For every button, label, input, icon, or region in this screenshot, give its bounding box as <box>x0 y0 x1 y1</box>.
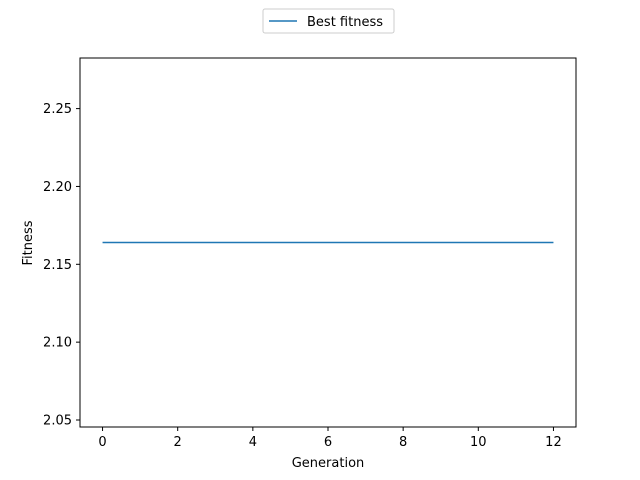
y-tick-label: 2.25 <box>43 102 72 117</box>
x-axis-label: Generation <box>292 456 365 471</box>
x-tick-label: 8 <box>399 435 407 450</box>
y-axis-ticks: 2.05 2.10 2.15 2.20 2.25 <box>43 102 80 428</box>
axes-frame <box>79 57 577 428</box>
x-tick-label: 4 <box>249 435 257 450</box>
legend-box <box>262 8 395 34</box>
y-tick-label: 2.20 <box>43 180 72 195</box>
x-tick-label: 2 <box>174 435 182 450</box>
x-tick-label: 6 <box>324 435 332 450</box>
x-tick-label: 0 <box>98 435 106 450</box>
legend-label: Best fitness <box>307 15 383 30</box>
y-tick-label: 2.05 <box>43 413 72 428</box>
legend: Best fitness <box>262 8 395 34</box>
y-tick-label: 2.15 <box>43 258 72 273</box>
x-tick-label: 10 <box>470 435 487 450</box>
x-tick-label: 12 <box>545 435 562 450</box>
y-tick-label: 2.10 <box>43 336 72 351</box>
y-axis-label: Fitness <box>21 220 36 265</box>
x-axis-ticks: 0 2 4 6 8 10 12 <box>98 427 562 450</box>
